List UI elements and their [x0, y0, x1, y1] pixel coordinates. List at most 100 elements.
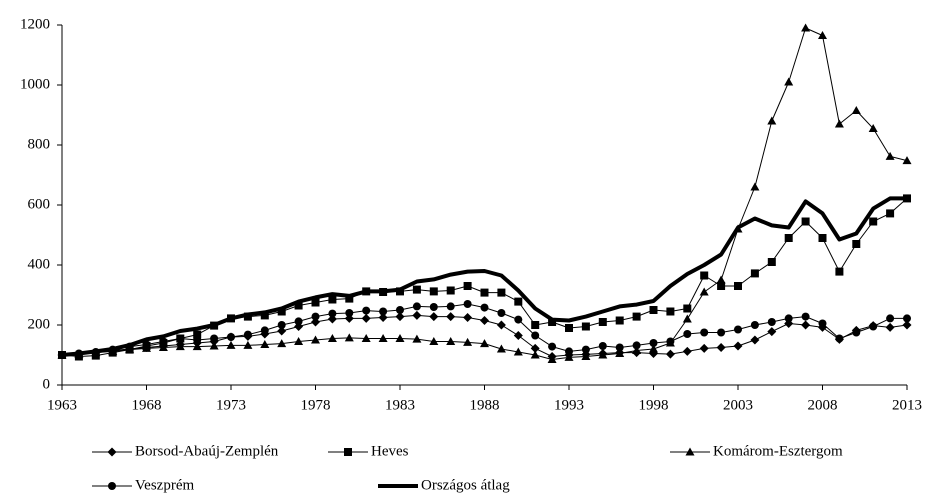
point: [649, 306, 658, 314]
point: [767, 258, 776, 266]
y-tick-label: 1000: [20, 76, 50, 92]
point: [396, 306, 404, 314]
point: [446, 337, 456, 345]
point: [818, 319, 827, 328]
point: [193, 330, 202, 339]
point: [801, 23, 811, 32]
point: [513, 331, 523, 340]
point: [767, 116, 777, 125]
x-tick-label: 1978: [301, 397, 331, 413]
point: [429, 337, 439, 345]
point: [886, 314, 895, 323]
point: [158, 343, 168, 351]
point: [327, 334, 337, 342]
point: [463, 282, 472, 290]
point: [345, 294, 354, 303]
point: [717, 328, 726, 337]
point: [496, 320, 506, 330]
legend-label: Veszprém: [135, 477, 194, 493]
point: [565, 324, 573, 332]
point: [852, 240, 861, 248]
point: [734, 282, 742, 290]
legend-marker: [108, 482, 116, 490]
point: [632, 346, 642, 354]
point: [818, 31, 827, 39]
point: [734, 325, 742, 334]
point: [480, 316, 489, 325]
point: [784, 314, 793, 323]
point: [446, 302, 455, 311]
point: [598, 318, 607, 326]
point: [311, 298, 320, 307]
y-tick-label: 200: [28, 316, 51, 332]
point: [835, 334, 844, 343]
point: [834, 119, 844, 128]
point: [700, 328, 709, 337]
point: [446, 312, 456, 322]
x-tick-label: 1973: [216, 397, 246, 413]
point: [294, 317, 303, 326]
point: [463, 300, 472, 308]
point: [277, 339, 287, 348]
point: [226, 340, 236, 349]
point: [700, 271, 709, 280]
point: [210, 334, 219, 343]
point: [649, 339, 658, 347]
point: [784, 77, 794, 86]
point: [328, 295, 337, 304]
point: [531, 321, 540, 329]
point: [311, 312, 320, 321]
point: [598, 350, 608, 359]
point: [463, 337, 473, 346]
y-tick-label: 800: [28, 136, 51, 152]
point: [514, 315, 523, 324]
y-tick-label: 600: [28, 196, 51, 212]
x-tick-label: 2013: [892, 397, 922, 413]
point: [885, 151, 895, 160]
legend-label: Komárom-Esztergom: [713, 443, 843, 459]
point: [513, 347, 523, 356]
x-tick-label: 1998: [639, 397, 669, 413]
point: [632, 312, 641, 321]
point: [649, 344, 658, 353]
x-tick-label: 2003: [723, 397, 753, 413]
point: [175, 342, 185, 351]
point: [361, 313, 371, 323]
point: [548, 318, 557, 326]
point: [514, 297, 523, 306]
point: [260, 326, 269, 335]
legend-label: Borsod-Abaúj-Zemplén: [135, 443, 279, 459]
point: [192, 342, 202, 351]
point: [395, 334, 405, 342]
point: [852, 328, 861, 337]
point: [548, 342, 557, 351]
point: [395, 312, 405, 322]
point: [902, 156, 912, 165]
point: [243, 312, 252, 321]
point: [767, 327, 777, 337]
point: [480, 288, 489, 297]
point: [598, 342, 607, 350]
point: [344, 333, 354, 342]
point: [666, 307, 675, 316]
point: [615, 343, 624, 352]
point: [311, 335, 320, 344]
point: [379, 307, 388, 316]
y-tick-label: 0: [43, 376, 51, 392]
point: [699, 287, 709, 296]
point: [767, 318, 776, 326]
point: [243, 330, 252, 339]
point: [277, 307, 286, 316]
point: [886, 209, 895, 218]
point: [176, 334, 185, 343]
x-tick-label: 1968: [132, 397, 162, 413]
point: [716, 275, 726, 284]
point: [243, 340, 253, 349]
point: [429, 312, 439, 322]
point: [497, 309, 506, 317]
point: [750, 269, 759, 278]
point: [429, 287, 438, 296]
point: [801, 320, 811, 330]
x-tick-label: 2008: [808, 397, 838, 413]
point: [345, 309, 354, 317]
